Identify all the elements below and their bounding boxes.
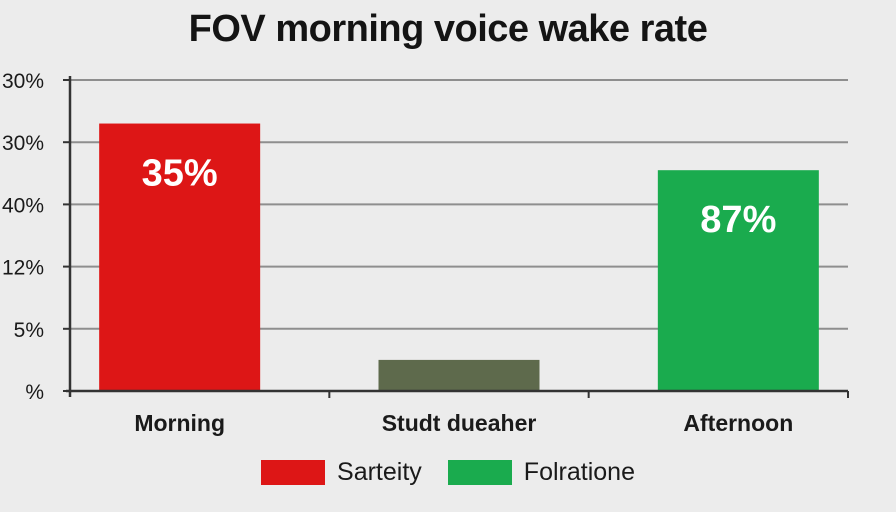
x-category-label: Morning — [134, 410, 225, 436]
legend-label: Sarteity — [337, 458, 422, 486]
legend-swatch — [447, 460, 512, 485]
bar — [657, 170, 819, 391]
axes — [66, 76, 848, 397]
chart-title: FOV morning voice wake rate — [188, 8, 708, 50]
y-tick-label: 12% — [2, 257, 44, 280]
legend-label: Folratione — [523, 458, 635, 486]
legend-item: Sarteity — [261, 458, 422, 487]
data-label: 87% — [700, 199, 776, 241]
y-tick-label: 30% — [2, 70, 44, 93]
legend-item: Folratione — [447, 458, 635, 487]
y-tick-label: 5% — [14, 319, 44, 342]
legend-swatch — [261, 460, 326, 485]
y-tick-label: 40% — [2, 194, 44, 217]
data-label: 35% — [142, 153, 218, 195]
bar — [378, 359, 540, 391]
bar — [99, 123, 261, 391]
legend: Sarteity Folratione — [0, 458, 896, 487]
x-axis-labels: Morning Studt dueaher Afternoon — [134, 391, 849, 436]
y-tick-label: % — [25, 381, 44, 404]
x-category-label: Studt dueaher — [382, 410, 537, 436]
data-labels: 35% 87% — [142, 153, 777, 242]
y-tick-label: 30% — [2, 132, 44, 155]
y-axis-ticks: % 5% 12% 40% 30% 30% — [2, 70, 70, 404]
x-category-label: Afternoon — [683, 410, 793, 436]
bars — [99, 123, 819, 391]
